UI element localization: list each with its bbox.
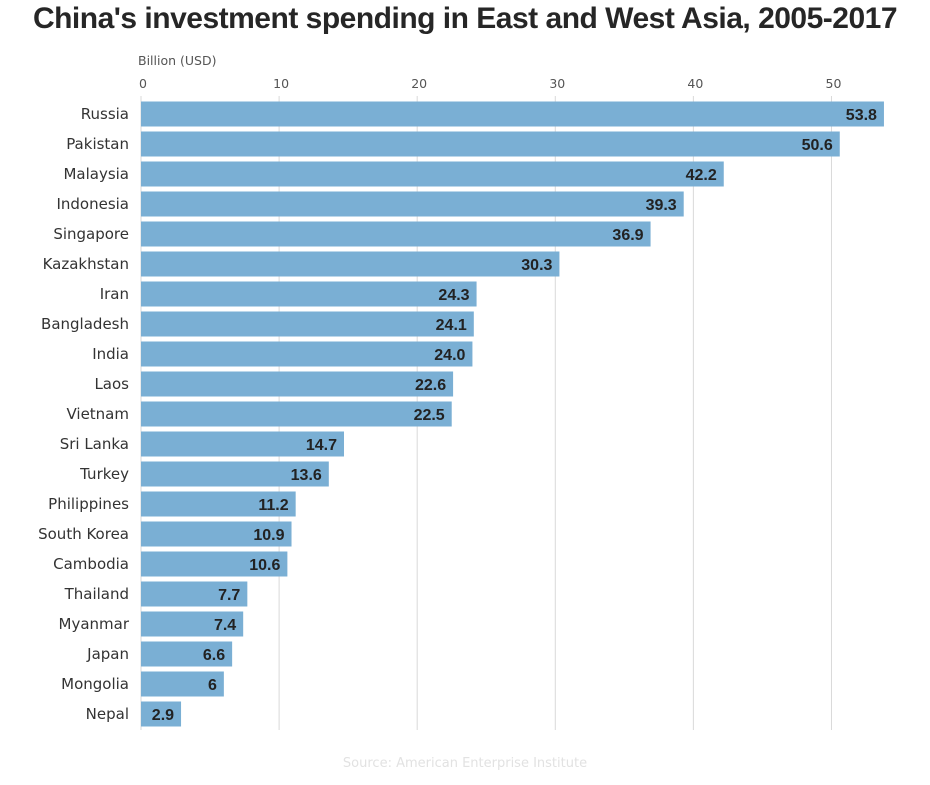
value-label: 22.6: [415, 377, 446, 394]
value-label: 24.3: [438, 287, 469, 304]
category-label: Pakistan: [66, 135, 129, 153]
value-label: 10.6: [249, 557, 280, 574]
bar: [141, 191, 684, 217]
category-label: Vietnam: [66, 405, 129, 423]
bar: [141, 281, 477, 307]
category-label: Cambodia: [53, 555, 129, 573]
category-label: South Korea: [38, 525, 129, 543]
chart-title: China's investment spending in East and …: [32, 2, 898, 35]
tick-label: 0: [139, 76, 147, 91]
bar: [141, 611, 244, 637]
x-axis-label: Billion (USD): [138, 53, 216, 68]
category-label: India: [92, 345, 129, 363]
value-label: 39.3: [646, 197, 677, 214]
category-labels: Russia Pakistan Malaysia Indonesia Singapore…: [38, 105, 130, 723]
bar: [141, 371, 454, 397]
value-label: 30.3: [521, 257, 552, 274]
value-label: 2.9: [152, 707, 174, 724]
category-label: Turkey: [79, 465, 129, 483]
bar: [141, 581, 248, 607]
value-label: 7.7: [218, 587, 240, 604]
tick-label: 20: [411, 76, 427, 91]
value-label: 42.2: [686, 167, 717, 184]
value-label: 22.5: [414, 407, 445, 424]
category-label: Japan: [86, 645, 129, 663]
value-label: 10.9: [253, 527, 284, 544]
source-note: Source: American Enterprise Institute: [342, 756, 588, 771]
bar: [141, 491, 296, 517]
bar: [141, 161, 724, 187]
bar: [141, 311, 474, 337]
category-label: Thailand: [64, 585, 129, 603]
bar: [141, 101, 884, 127]
value-labels: 53.8 50.6 42.2 39.336.9 30.3 24.3 24.1 24.0 22.6…: [152, 107, 877, 724]
value-label: 24.0: [434, 347, 465, 364]
value-label: 14.7: [306, 437, 337, 454]
bar: [141, 431, 344, 457]
value-label: 24.1: [436, 317, 467, 334]
bar: [141, 671, 224, 697]
bar: [141, 131, 840, 157]
value-label: 6: [208, 677, 217, 694]
bar-chart: 0 10 20 30 40 50 Russia Pakistan Malaysia Indone…: [38, 53, 884, 730]
bar: [141, 701, 182, 727]
category-label: Sri Lanka: [60, 435, 129, 453]
tick-label: 10: [273, 76, 289, 91]
value-label: 50.6: [802, 137, 833, 154]
bar: [141, 551, 288, 577]
bar: [141, 641, 233, 667]
category-label: Nepal: [86, 705, 129, 723]
tick-label: 30: [549, 76, 565, 91]
category-label: Indonesia: [56, 195, 129, 213]
category-label: Singapore: [53, 225, 129, 243]
bar: [141, 251, 560, 277]
category-label: Iran: [100, 285, 129, 303]
x-axis-ticks: 0 10 20 30 40 50: [139, 76, 841, 91]
category-label: Russia: [81, 105, 129, 123]
bar: [141, 401, 452, 427]
value-label: 36.9: [612, 227, 643, 244]
bar: [141, 341, 473, 367]
bar: [141, 521, 292, 547]
value-label: 11.2: [258, 497, 288, 514]
bar: [141, 221, 651, 247]
category-label: Bangladesh: [41, 315, 129, 333]
bar: [141, 461, 329, 487]
category-label: Malaysia: [63, 165, 129, 183]
bars: [141, 101, 884, 727]
category-label: Myanmar: [59, 615, 130, 633]
value-label: 7.4: [214, 617, 236, 634]
tick-label: 50: [826, 76, 842, 91]
category-label: Laos: [94, 375, 129, 393]
category-label: Kazakhstan: [43, 255, 129, 273]
category-label: Philippines: [48, 495, 129, 513]
tick-label: 40: [687, 76, 703, 91]
value-label: 53.8: [846, 107, 877, 124]
value-label: 13.6: [291, 467, 322, 484]
value-label: 6.6: [203, 647, 225, 664]
category-label: Mongolia: [61, 675, 129, 693]
